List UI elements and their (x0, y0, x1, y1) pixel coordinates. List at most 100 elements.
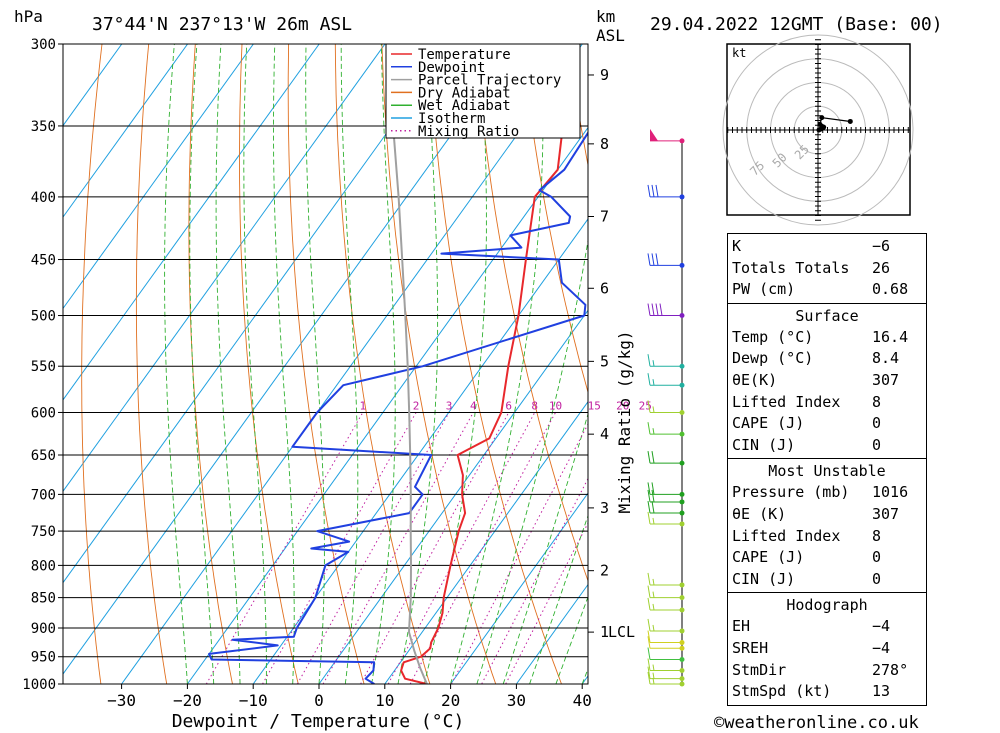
legend-entry: Wet Adiabat (418, 98, 511, 114)
wind-barb-flag (647, 253, 651, 266)
wind-barb-flag (647, 303, 651, 316)
km-tick-label: 8 (600, 135, 609, 153)
hodograph-ring (722, 34, 914, 226)
wind-barb-dot (679, 607, 685, 613)
pressure-tick-label: 700 (31, 487, 56, 503)
pressure-tick-label: 800 (31, 558, 56, 574)
wind-barb (647, 422, 685, 437)
wind-barb-flag (651, 184, 655, 198)
wind-barb-dot (679, 595, 685, 601)
dry-adiabat-line (81, 44, 103, 684)
index-row: StmSpd (kt) 13 (728, 681, 926, 703)
index-row: CAPE (J) 0 (728, 413, 926, 435)
index-row: θE (K) 307 (728, 504, 926, 526)
pressure-tick-label: 350 (31, 119, 56, 135)
wet-adiabat-line (243, 44, 267, 684)
wind-barb-flag (651, 489, 655, 503)
index-label: SREH (732, 638, 769, 657)
wind-barb (647, 303, 685, 319)
index-row: θE(K) 307 (728, 370, 926, 392)
legend-entry: Mixing Ratio (418, 124, 519, 140)
mixing-ratio-line (205, 412, 364, 684)
wind-barb-half-flag (652, 677, 655, 685)
dry-adiabat-line (135, 44, 168, 684)
dry-adiabat-line (239, 44, 299, 684)
index-label: StmSpd (kt) (732, 682, 832, 701)
index-label: Lifted Index (732, 392, 841, 411)
wind-barb-dot (679, 194, 685, 200)
temperature-tick-label: −10 (239, 691, 268, 710)
pressure-tick-label: 600 (31, 405, 56, 421)
dry-adiabat-line (521, 44, 588, 394)
isotherm-line (121, 44, 583, 684)
wind-barb (647, 354, 685, 369)
mixing-ratio-line (360, 412, 510, 684)
mixing-ratio-label: 1 (360, 399, 367, 412)
dry-adiabat-line (942, 44, 1000, 684)
series-line-dewpoint (208, 131, 588, 684)
indices-surface: Surface Temp (°C) 16.4 Dewp (°C) 8.4 θE(K) 30… (728, 304, 926, 460)
pressure-tick-label: 550 (31, 359, 56, 375)
index-value: −4 (872, 638, 891, 657)
wind-barb-dot (679, 460, 685, 466)
wind-barb-flag (651, 451, 655, 464)
km-tick-label: 4 (600, 425, 609, 443)
indices-most-unstable: Most Unstable Pressure (mb) 1016 θE (K) 307… (728, 459, 926, 594)
pressure-tick-label: 300 (31, 37, 56, 53)
asl-unit-label: ASL (596, 26, 625, 45)
index-value: 0 (872, 414, 882, 433)
wind-barb (647, 630, 685, 646)
index-value: 278° (872, 660, 909, 679)
surface-heading: Surface (795, 306, 859, 325)
index-label: K (732, 237, 742, 255)
wind-barb-flag (647, 636, 651, 649)
wind-barb (647, 482, 685, 497)
index-label: Temp (°C) (732, 327, 814, 346)
isotherm-line (384, 400, 588, 684)
temperature-tick-label: 30 (507, 691, 526, 710)
index-row: Dewp (°C) 8.4 (728, 348, 926, 370)
mixing-ratio-label: 3 (446, 399, 453, 412)
most-unstable-heading: Most Unstable (768, 462, 886, 481)
index-row: Lifted Index 8 (728, 392, 926, 414)
dry-adiabat-line (988, 44, 1000, 684)
dry-adiabat-line (188, 44, 233, 684)
index-row: StmDir 278° (728, 660, 926, 682)
index-value: 0.68 (872, 280, 909, 299)
wind-barb-dot (679, 382, 685, 388)
wind-barb-flag (647, 658, 651, 671)
wind-barb (650, 128, 685, 144)
wind-barb-dot (679, 491, 685, 497)
wind-barb-half-flag (652, 360, 655, 367)
index-row: SREH −4 (728, 638, 926, 660)
series-line-temperature (400, 44, 564, 684)
plot-frame (62, 43, 589, 685)
index-value: 8 (872, 526, 882, 545)
wind-barb (647, 636, 685, 651)
wet-adiabat-line (273, 44, 295, 684)
index-label: θE (K) (732, 504, 787, 523)
series-line-parcel-trajectory (387, 44, 428, 684)
wind-barb-flag (655, 184, 659, 198)
index-label: Lifted Index (732, 526, 841, 545)
wind-barb-flag (647, 482, 651, 495)
mixing-ratio-label: 15 (588, 399, 601, 412)
index-row: CIN (J) 0 (728, 435, 926, 457)
wind-barb (647, 597, 685, 613)
wind-barb-flag (647, 597, 651, 611)
mixing-ratio-line (505, 521, 588, 684)
legend-box (385, 43, 581, 139)
lcl-label: LCL (608, 623, 635, 641)
copyright[interactable]: ©weatheronline.co.uk (714, 713, 919, 733)
wind-barb (647, 585, 685, 601)
index-value: 13 (872, 682, 891, 701)
wind-barb-flag (647, 500, 651, 514)
km-tick-label: 7 (600, 207, 609, 225)
wind-barb (647, 373, 685, 388)
wind-barb-flag (647, 511, 651, 525)
index-label: CAPE (J) (732, 548, 805, 567)
legend-entry: Parcel Trajectory (418, 73, 561, 89)
wet-adiabat-line (340, 44, 359, 684)
wind-barb-flag (647, 666, 651, 679)
